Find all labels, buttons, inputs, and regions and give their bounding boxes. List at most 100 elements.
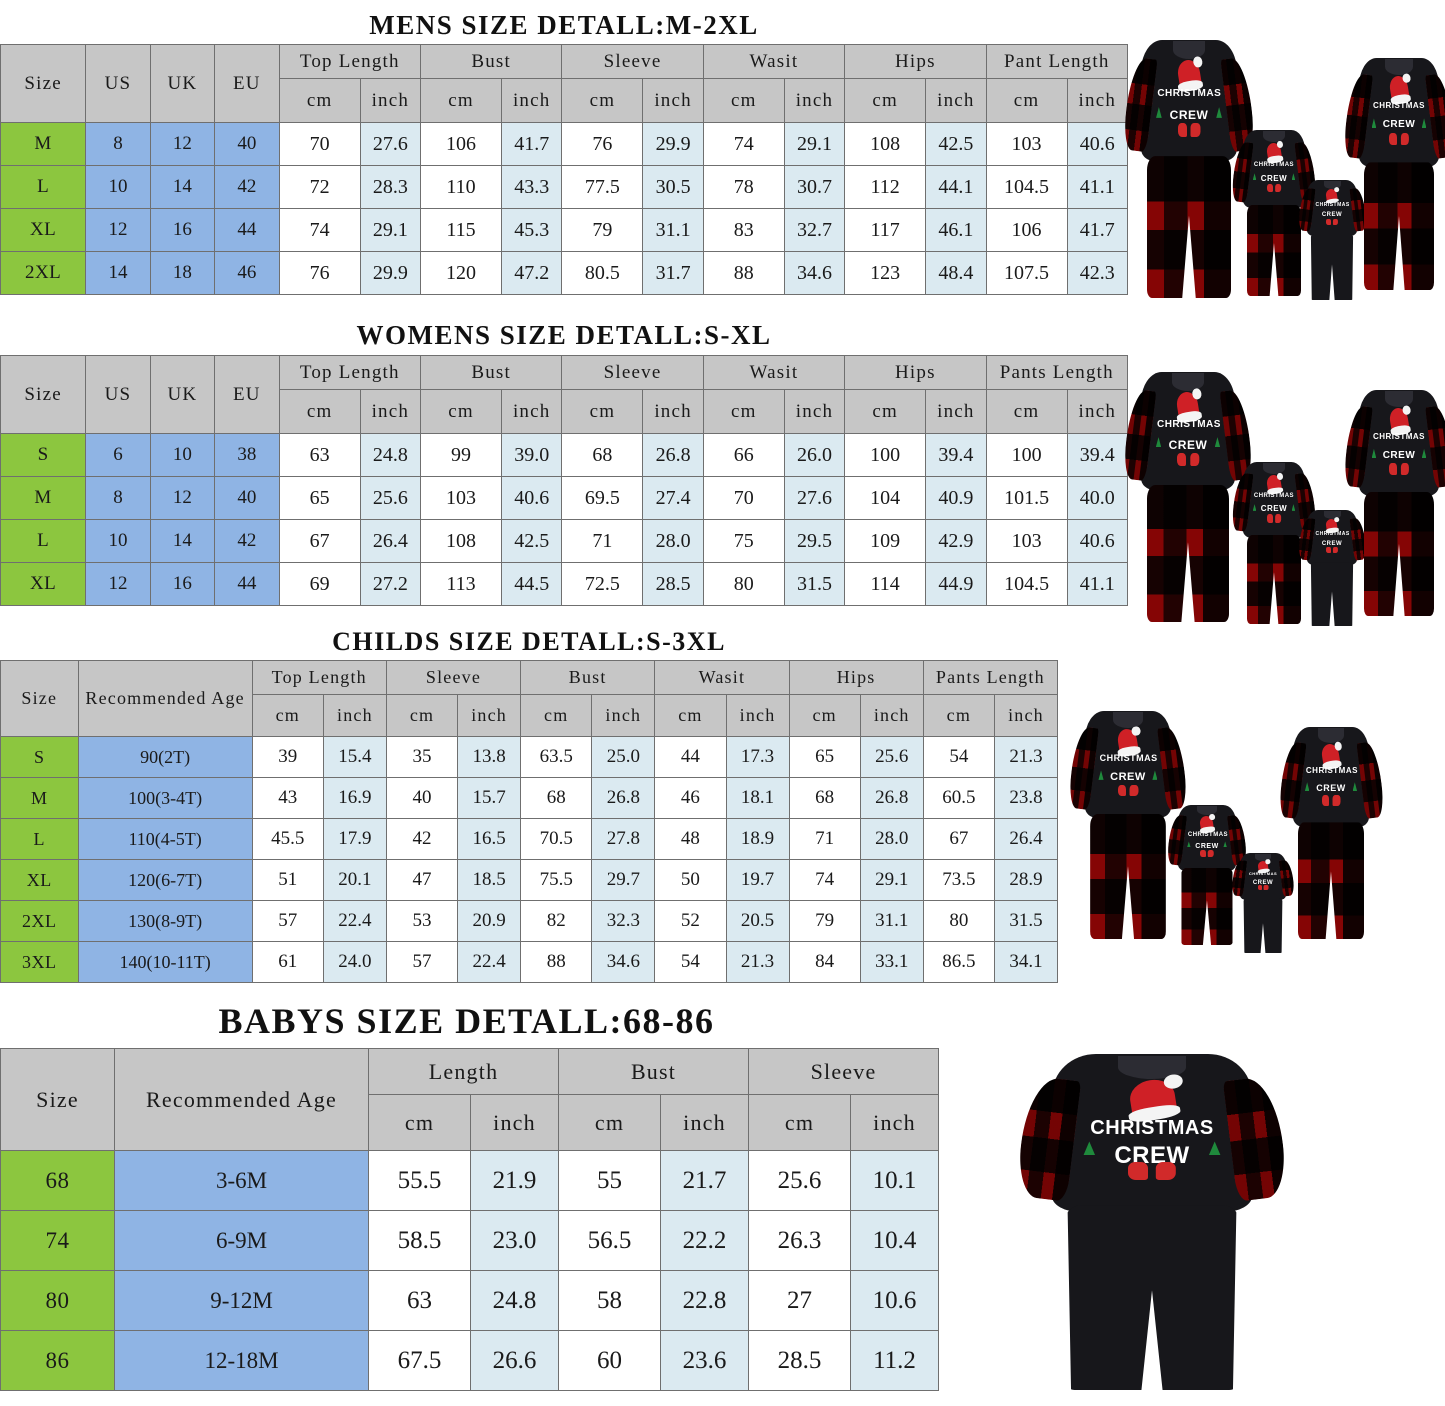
cell-measurement: 30.5	[642, 165, 704, 209]
tree-icon	[1304, 782, 1310, 791]
christmas-crew-graphic: CHRISTMAS CREW	[1156, 58, 1222, 138]
product-photo-family-set-top: CHRISTMAS CREW CHRISTMAS CREW	[1121, 30, 1445, 320]
cell-measurement: 107.5	[985, 251, 1068, 295]
cell-measurement: 41.1	[1066, 562, 1129, 606]
mom-pajama-set: CHRISTMAS CREW	[1277, 727, 1385, 939]
tree-icon	[1083, 1141, 1096, 1156]
neckline	[1197, 805, 1217, 816]
cell-measurement: 16.5	[457, 818, 522, 860]
column-group-hips: Hips	[844, 355, 987, 390]
tree-icon	[1155, 437, 1162, 448]
boot-icon	[1400, 462, 1409, 475]
unit-header-cm: cm	[922, 694, 996, 737]
cell-measurement: 69.5	[561, 476, 644, 520]
cell-measurement: 15.4	[322, 736, 387, 778]
cell-uk: 12	[149, 476, 216, 520]
unit-header-inch: inch	[469, 1094, 560, 1151]
graphic-line-1: CHRISTMAS	[1157, 88, 1222, 100]
graphic-line-2: CREW	[1260, 173, 1288, 183]
unit-header-cm: cm	[419, 389, 503, 434]
table-row: M 100(3-4T) 43 16.9 40 15.7 68 26.8 46 18.1 68 26.8…	[0, 777, 1058, 819]
cell-eu: 42	[214, 165, 280, 209]
cell-measurement: 100	[985, 433, 1068, 477]
unit-header-inch: inch	[1066, 389, 1129, 434]
neckline	[1172, 41, 1206, 60]
plaid-pants	[1146, 156, 1232, 298]
cell-measurement: 68	[561, 433, 644, 477]
baby-romper: CHRISTMAS CREW	[1297, 510, 1367, 626]
column-header-us: US	[85, 355, 151, 434]
cell-measurement: 42	[385, 818, 459, 860]
table-row: XL 12 16 44 74 29.1 115 45.3 79 31.1 83 32.7 117 46.1…	[0, 208, 1129, 252]
cell-measurement: 29.9	[359, 251, 421, 295]
tree-icon	[1216, 107, 1222, 118]
cell-us: 8	[85, 122, 151, 166]
womens-table-title: WOMENS SIZE DETALL:S-XL	[356, 320, 772, 350]
cell-measurement: 31.1	[642, 208, 704, 252]
cell-measurement: 110	[419, 165, 503, 209]
cell-measurement: 57	[385, 941, 459, 983]
cell-measurement: 21.7	[660, 1150, 750, 1211]
cell-measurement: 80	[702, 562, 785, 606]
cell-measurement: 76	[561, 122, 644, 166]
plaid-pants	[1246, 204, 1302, 296]
column-header-size: Size	[0, 660, 79, 737]
cell-measurement: 32.7	[783, 208, 846, 252]
cell-measurement: 103	[985, 122, 1068, 166]
tree-icon	[1223, 841, 1227, 848]
cell-measurement: 50	[654, 859, 727, 901]
mom-pajama-set: CHRISTMAS CREW	[1341, 58, 1445, 290]
santa-hat-icon	[1175, 390, 1201, 420]
tree-icon	[1352, 782, 1358, 791]
cell-us: 14	[85, 251, 151, 295]
column-group-bust: Bust	[520, 660, 656, 695]
cell-measurement: 43.3	[501, 165, 563, 209]
cell-measurement: 42.3	[1066, 251, 1129, 295]
cell-measurement: 48.4	[925, 251, 987, 295]
santa-hat-icon	[1325, 518, 1339, 532]
boot-icon	[1333, 218, 1338, 225]
cell-measurement: 67	[922, 818, 996, 860]
unit-header-cm: cm	[419, 78, 503, 123]
unit-header-inch: inch	[501, 78, 563, 123]
santa-hat-icon	[1265, 142, 1283, 162]
cell-uk: 14	[149, 519, 216, 563]
boot-icon	[1155, 1162, 1176, 1180]
cell-measurement: 108	[844, 122, 927, 166]
cell-measurement: 40.6	[501, 476, 563, 520]
column-group-top-length: Top Length	[251, 660, 387, 695]
christmas-crew-graphic: CHRISTMAS CREW	[1252, 142, 1296, 193]
cell-measurement: 31.7	[642, 251, 704, 295]
unit-header-cm: cm	[561, 78, 644, 123]
cell-measurement: 20.1	[322, 859, 387, 901]
cell-measurement: 39.4	[925, 433, 987, 477]
column-header-eu: EU	[214, 355, 280, 434]
column-group-hips: Hips	[788, 660, 924, 695]
cell-measurement: 39.4	[1066, 433, 1129, 477]
cell-measurement: 10.4	[850, 1210, 940, 1271]
unit-header-cm: cm	[748, 1094, 852, 1151]
babys-size-table: Size Recommended Age Length Bust Sleeve cm inc…	[0, 1048, 940, 1391]
mom-pajama-set: CHRISTMAS CREW	[1342, 390, 1445, 616]
cell-measurement: 23.8	[994, 777, 1058, 819]
cell-measurement: 42.9	[925, 519, 987, 563]
cell-measurement: 60.5	[922, 777, 996, 819]
cell-measurement: 69	[278, 562, 361, 606]
tree-icon	[1208, 1141, 1221, 1156]
cell-measurement: 26.6	[469, 1330, 560, 1391]
boot-icon	[1326, 218, 1331, 225]
cell-measurement: 108	[419, 519, 503, 563]
cell-measurement: 31.1	[859, 900, 924, 942]
boot-icon	[1176, 452, 1187, 466]
cell-measurement: 34.6	[591, 941, 656, 983]
cell-measurement: 40.6	[1066, 122, 1129, 166]
cell-measurement: 27.4	[642, 476, 704, 520]
unit-header-cm: cm	[844, 389, 927, 434]
cell-us: 12	[85, 562, 151, 606]
graphic-line-2: CREW	[1260, 504, 1288, 514]
cell-measurement: 25.0	[591, 736, 656, 778]
cell-measurement: 34.1	[994, 941, 1058, 983]
product-photo-family-set-lower: CHRISTMAS CREW CHRISTMAS CREW	[1065, 705, 1395, 955]
christmas-crew-graphic: CHRISTMAS CREW	[1187, 815, 1228, 858]
boot-icon	[1257, 885, 1263, 891]
